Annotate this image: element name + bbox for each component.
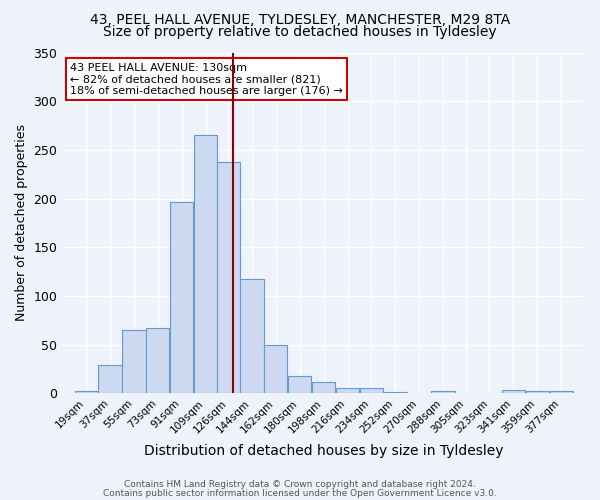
Text: 43 PEEL HALL AVENUE: 130sqm
← 82% of detached houses are smaller (821)
18% of se: 43 PEEL HALL AVENUE: 130sqm ← 82% of det…: [70, 62, 343, 96]
Bar: [288, 376, 311, 394]
Text: Size of property relative to detached houses in Tyldesley: Size of property relative to detached ho…: [103, 25, 497, 39]
Bar: [360, 388, 383, 394]
Bar: [383, 392, 407, 394]
Bar: [502, 390, 525, 394]
Bar: [74, 392, 98, 394]
Bar: [550, 392, 573, 394]
Bar: [98, 365, 122, 394]
Bar: [217, 162, 240, 394]
Bar: [170, 202, 193, 394]
Bar: [241, 280, 263, 394]
Bar: [526, 390, 549, 394]
Text: Contains public sector information licensed under the Open Government Licence v3: Contains public sector information licen…: [103, 488, 497, 498]
Bar: [264, 344, 287, 394]
X-axis label: Distribution of detached houses by size in Tyldesley: Distribution of detached houses by size …: [144, 444, 503, 458]
Bar: [431, 390, 455, 394]
Y-axis label: Number of detached properties: Number of detached properties: [15, 124, 28, 322]
Bar: [146, 328, 169, 394]
Text: Contains HM Land Registry data © Crown copyright and database right 2024.: Contains HM Land Registry data © Crown c…: [124, 480, 476, 489]
Text: 43, PEEL HALL AVENUE, TYLDESLEY, MANCHESTER, M29 8TA: 43, PEEL HALL AVENUE, TYLDESLEY, MANCHES…: [90, 12, 510, 26]
Bar: [122, 330, 146, 394]
Bar: [312, 382, 335, 394]
Bar: [336, 388, 359, 394]
Bar: [194, 136, 217, 394]
